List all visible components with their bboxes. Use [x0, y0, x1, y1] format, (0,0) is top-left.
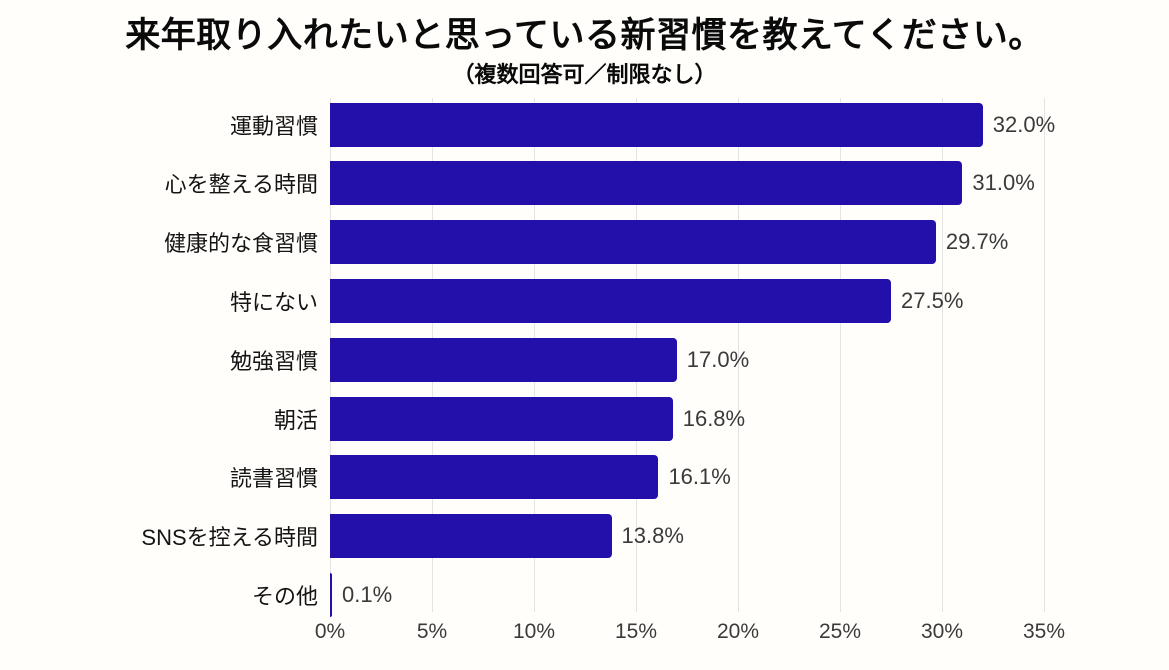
- bar: [330, 572, 333, 617]
- bar-rows: 運動習慣 32.0% 心を整える時間 31.0% 健康的な食習慣 29.7% 特にない 27.…: [0, 95, 1169, 625]
- category-label: 読書習慣: [229, 466, 318, 492]
- gridline-35pct: [1044, 98, 1045, 612]
- value-label: 31.0%: [972, 170, 1035, 196]
- bar: [330, 161, 963, 206]
- bar-row: 運動習慣 32.0%: [0, 95, 1169, 154]
- bar-row: 朝活 16.8%: [0, 389, 1169, 448]
- value-label: 0.1%: [342, 581, 393, 607]
- x-tick-label: 25%: [818, 620, 862, 643]
- x-tick-label: 35%: [1022, 620, 1066, 643]
- x-tick-label: 20%: [716, 620, 760, 643]
- gridline-25pct: [840, 98, 841, 612]
- bar: [330, 102, 983, 147]
- bar: [330, 455, 659, 500]
- value-label: 27.5%: [901, 287, 964, 313]
- bar-row: その他 0.1%: [0, 565, 1169, 624]
- bar: [330, 396, 673, 441]
- x-tick-label: 0%: [314, 620, 346, 643]
- x-tick-label: 30%: [920, 620, 964, 643]
- category-label: 運動習慣: [229, 113, 318, 139]
- value-label: 13.8%: [621, 523, 684, 549]
- x-tick-label: 5%: [416, 620, 448, 643]
- category-label: 健康的な食習慣: [163, 231, 318, 257]
- x-tick-label: 15%: [614, 620, 658, 643]
- bar-row: SNSを控える時間 13.8%: [0, 507, 1169, 566]
- value-label: 29.7%: [945, 229, 1009, 255]
- value-label: 32.0%: [992, 111, 1056, 137]
- category-label: 朝活: [273, 407, 318, 433]
- bar-row: 読書習慣 16.1%: [0, 448, 1169, 507]
- bar-row: 心を整える時間 31.0%: [0, 154, 1169, 213]
- bar-row: 特にない 27.5%: [0, 271, 1169, 330]
- category-label: その他: [251, 583, 318, 609]
- bar: [330, 278, 891, 323]
- bar: [330, 220, 936, 265]
- chart-subtitle: （複数回答可／制限なし）: [452, 62, 717, 87]
- value-label: 16.1%: [668, 464, 731, 490]
- chart-title: 来年取り入れたいと思っている新習慣を教えてください。: [125, 16, 1044, 55]
- value-label: 16.8%: [682, 405, 746, 431]
- category-label: SNSを控える時間: [141, 525, 318, 551]
- category-label: 勉強習慣: [229, 348, 318, 374]
- value-label: 17.0%: [686, 346, 750, 372]
- bar: [330, 337, 677, 382]
- x-axis: 0% 5% 10% 15% 20% 25% 30% 35%: [0, 620, 1169, 650]
- bar: [330, 514, 612, 559]
- category-label: 特にない: [229, 289, 318, 315]
- category-label: 心を整える時間: [164, 172, 318, 198]
- x-tick-label: 10%: [512, 620, 556, 643]
- gridline-20pct: [738, 98, 739, 612]
- bar-row: 勉強習慣 17.0%: [0, 330, 1169, 389]
- gridline-30pct: [942, 98, 943, 612]
- bar-row: 健康的な食習慣 29.7%: [0, 213, 1169, 272]
